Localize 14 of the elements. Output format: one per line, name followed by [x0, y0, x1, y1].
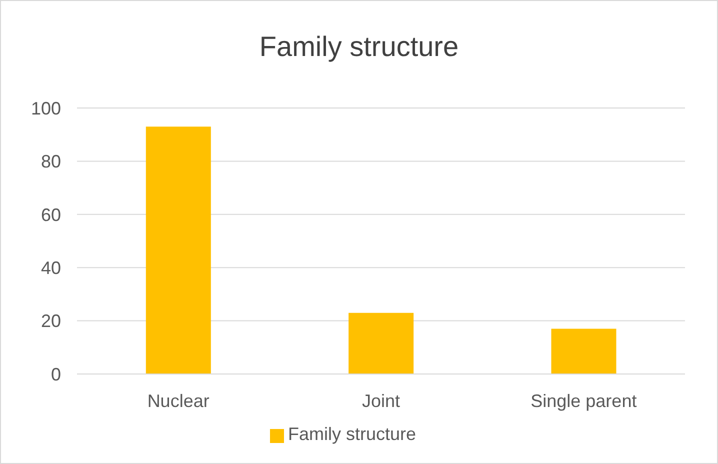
x-tick-label: Joint	[362, 390, 400, 411]
chart-title: Family structure	[258, 31, 460, 63]
y-tick-label: 100	[30, 98, 61, 118]
y-tick-label: 60	[40, 204, 61, 225]
bar	[551, 328, 616, 374]
legend-label: Family structure	[288, 424, 416, 444]
y-tick-label: 80	[40, 152, 61, 172]
x-tick-label: Single parent	[530, 390, 637, 411]
y-tick-label: 40	[40, 258, 61, 278]
y-tick-label: 20	[40, 311, 61, 332]
bar	[146, 126, 211, 374]
x-tick-label: Nuclear	[147, 390, 210, 411]
bar	[348, 312, 414, 374]
y-tick-label: 0	[50, 364, 61, 384]
